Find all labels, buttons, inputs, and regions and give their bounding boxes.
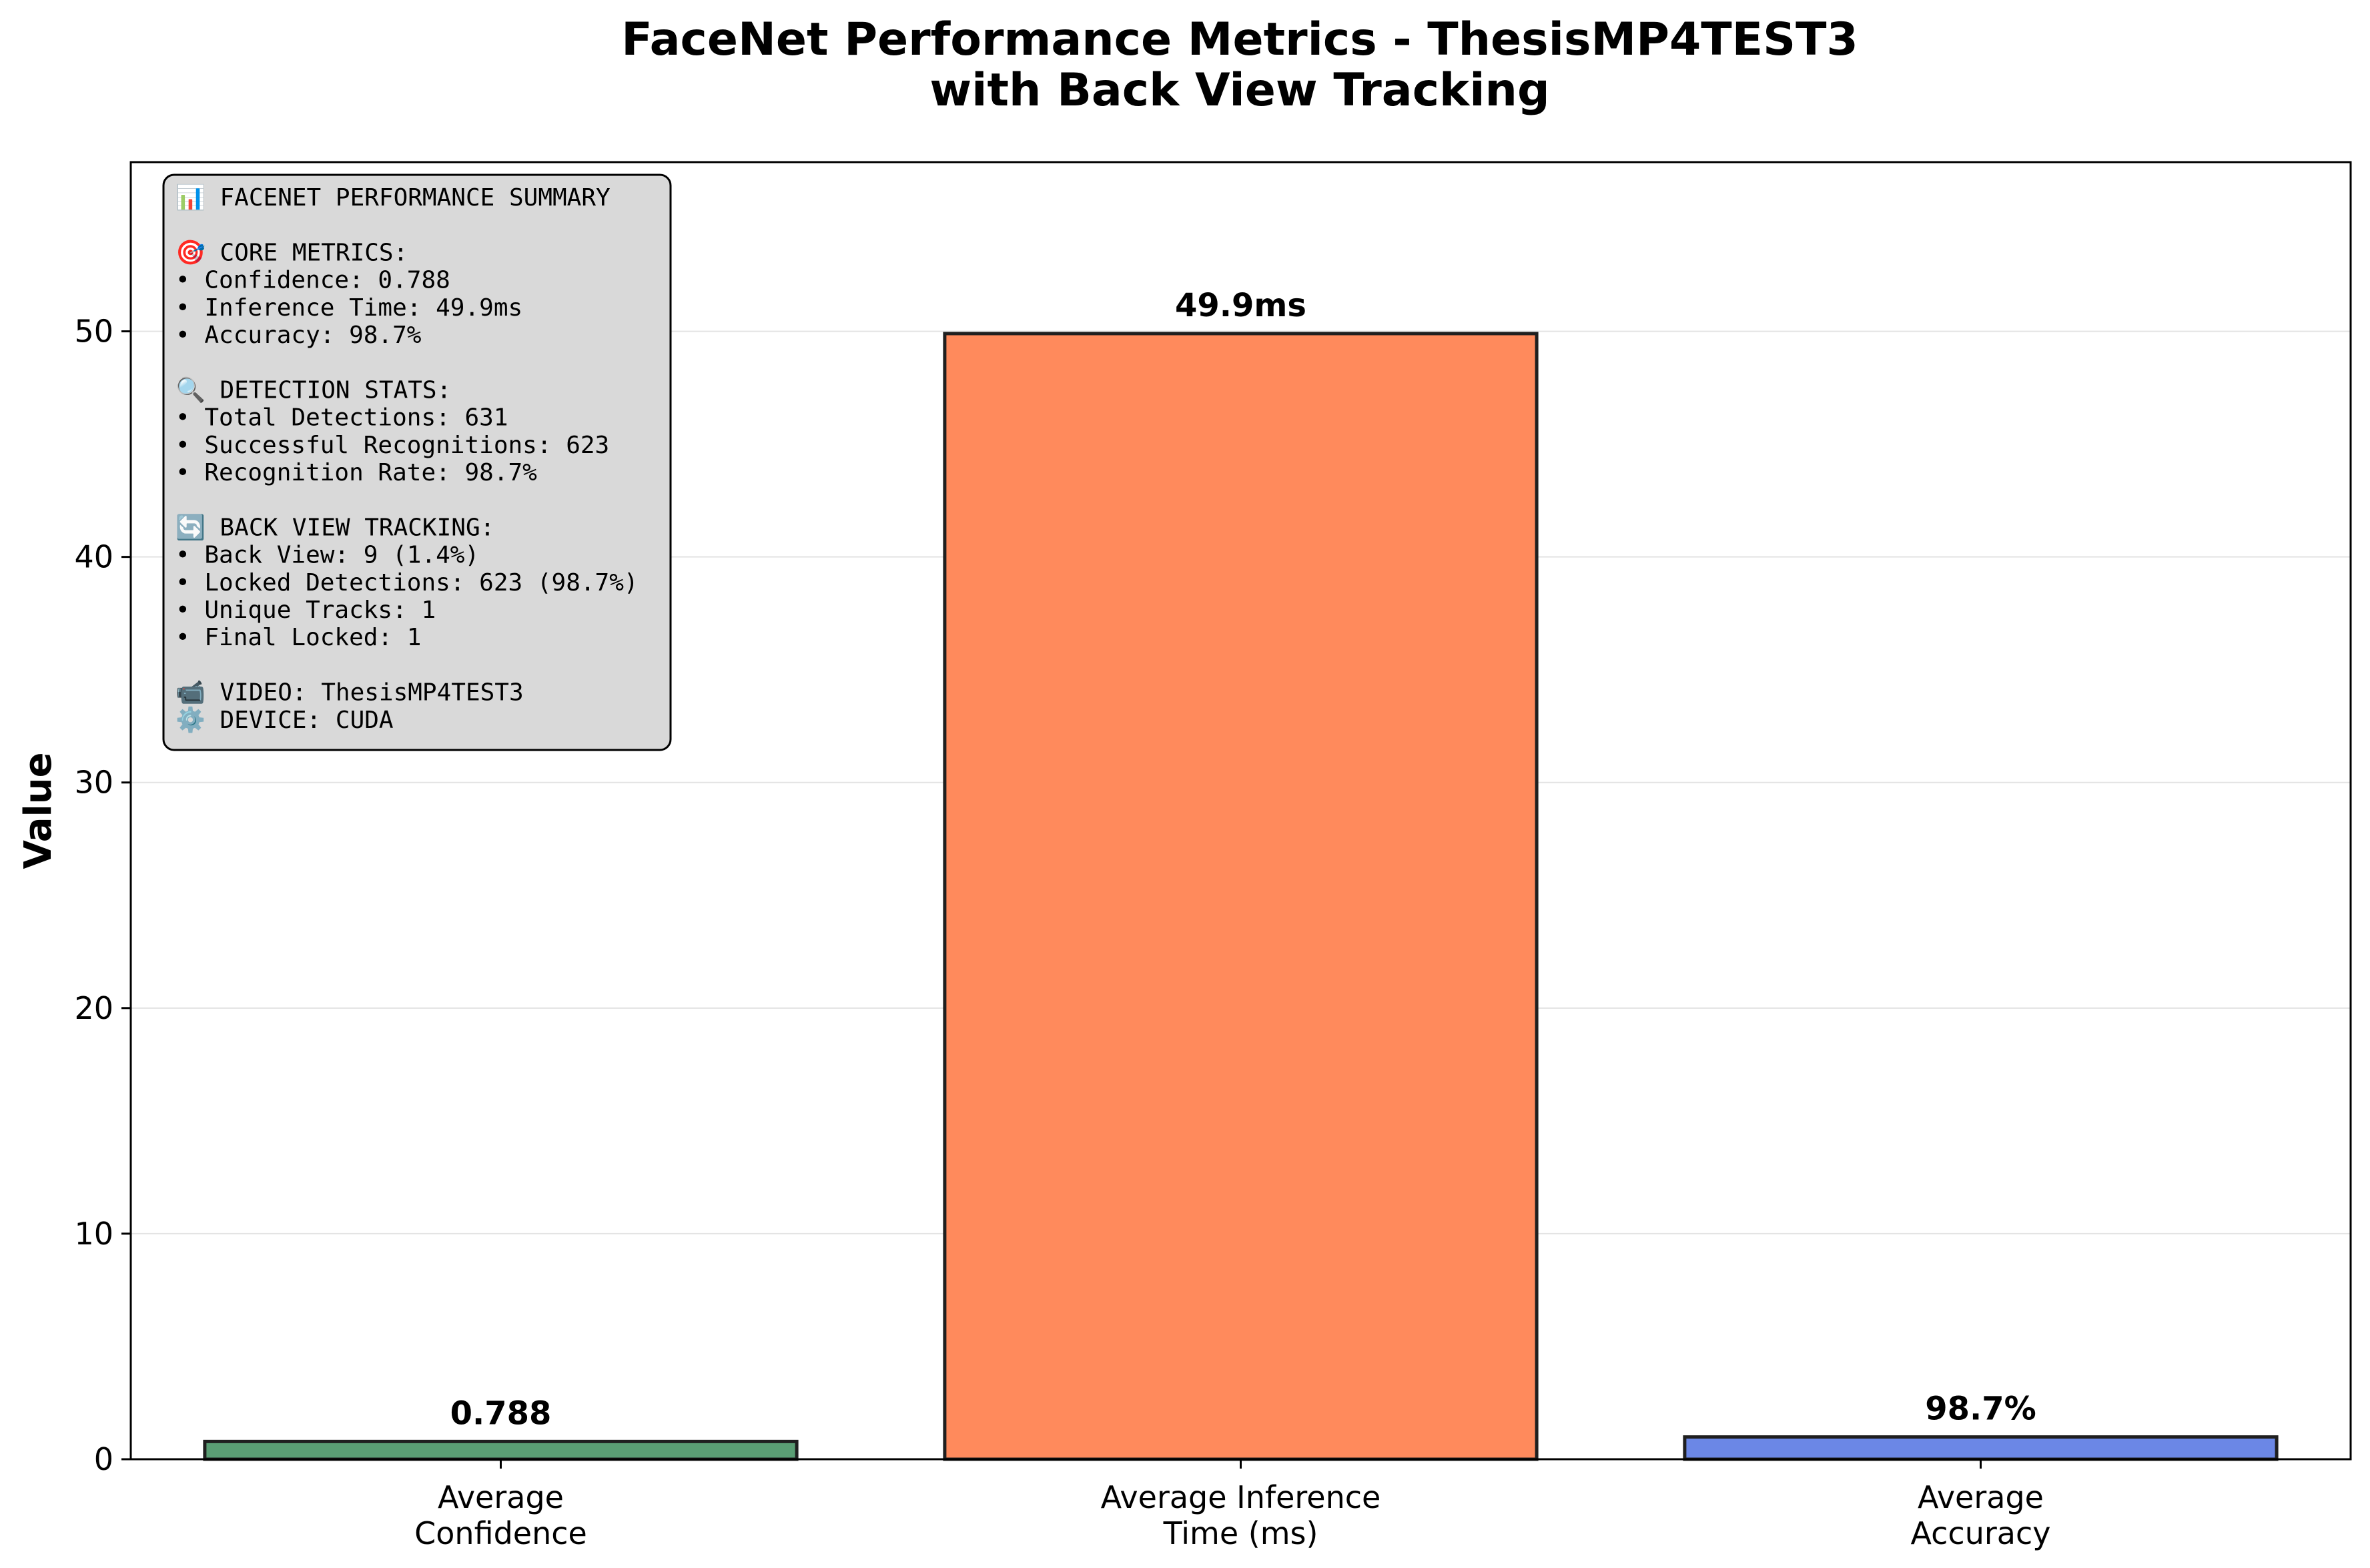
- x-tick-label: Average Inference: [1101, 1479, 1381, 1515]
- y-tick-label: 50: [74, 314, 113, 350]
- chart-title-line-1: FaceNet Performance Metrics - ThesisMP4T…: [621, 13, 1858, 66]
- y-tick-label: 10: [74, 1216, 113, 1252]
- summary-lines: 📊 FACENET PERFORMANCE SUMMARY 🎯 CORE METR…: [175, 183, 639, 734]
- summary-line: • Locked Detections: 623 (98.7%): [175, 569, 639, 597]
- y-axis-label: Value: [17, 752, 60, 869]
- summary-line: 🎯 CORE METRICS:: [175, 239, 408, 266]
- bar-value-label: 98.7%: [1925, 1391, 2036, 1428]
- summary-line: • Total Detections: 631: [175, 404, 508, 432]
- y-tick-label: 0: [94, 1441, 113, 1477]
- y-tick-label: 20: [74, 990, 113, 1026]
- summary-box-background: [162, 173, 672, 751]
- summary-line: • Confidence: 0.788: [175, 267, 450, 294]
- bars: [203, 332, 2279, 1461]
- y-tick-label: 40: [74, 539, 113, 575]
- bar-value-label: 0.788: [450, 1395, 552, 1432]
- summary-box: 📊 FACENET PERFORMANCE SUMMARY 🎯 CORE METR…: [162, 173, 672, 751]
- summary-line: • Recognition Rate: 98.7%: [175, 459, 537, 486]
- y-axis-ticks: 0 10 20 30 40 50: [74, 314, 131, 1477]
- summary-line: • Inference Time: 49.9ms: [175, 294, 522, 322]
- summary-line: • Accuracy: 98.7%: [175, 322, 422, 349]
- summary-line: 📊 FACENET PERFORMANCE SUMMARY: [175, 183, 611, 212]
- summary-line: • Back View: 9 (1.4%): [175, 542, 479, 569]
- chart-title-line-2: with Back View Tracking: [929, 64, 1549, 117]
- x-tick-label: Accuracy: [1910, 1515, 2050, 1551]
- summary-line: • Unique Tracks: 1: [175, 597, 436, 624]
- summary-line: 📹 VIDEO: ThesisMP4TEST3: [175, 679, 524, 707]
- x-tick-label: Time (ms): [1163, 1515, 1318, 1551]
- summary-line: • Final Locked: 1: [175, 624, 421, 651]
- bar-value-labels: 0.788 49.9ms 98.7%: [450, 287, 2036, 1432]
- summary-line: • Successful Recognitions: 623: [175, 432, 609, 459]
- bar: [1683, 1435, 2279, 1461]
- x-tick-label: Average: [1918, 1479, 2044, 1515]
- x-tick-label: Average: [438, 1479, 564, 1515]
- bar-value-label: 49.9ms: [1175, 287, 1306, 324]
- summary-line: 🔍 DETECTION STATS:: [175, 374, 451, 404]
- bar: [203, 1439, 799, 1461]
- bar: [943, 332, 1539, 1461]
- x-tick-label: Confidence: [414, 1515, 587, 1551]
- summary-line: 🔄 BACK VIEW TRACKING:: [175, 513, 494, 541]
- summary-line: ⚙️ DEVICE: CUDA: [175, 706, 394, 734]
- y-tick-label: 30: [74, 765, 113, 801]
